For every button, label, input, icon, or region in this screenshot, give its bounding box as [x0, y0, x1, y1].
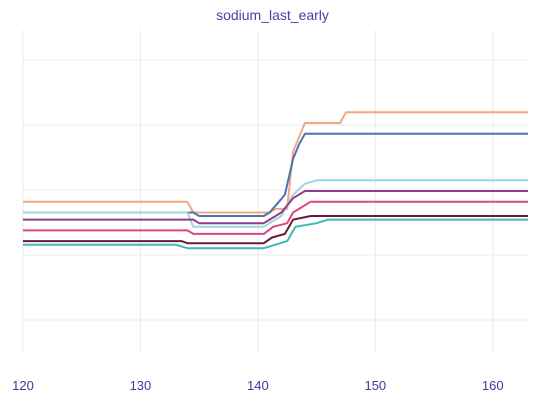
series-line-6: [23, 215, 528, 245]
series-line-4: [23, 190, 528, 225]
x-tick-label: 120: [12, 378, 34, 393]
chart-title: sodium_last_early: [216, 7, 329, 23]
series-line-2: [23, 132, 528, 217]
x-tick-label: 160: [482, 378, 504, 393]
series-line-5: [23, 200, 528, 235]
series-line-1: [23, 111, 528, 214]
x-tick-label: 140: [247, 378, 269, 393]
x-axis: 120 130 140 150 160: [12, 378, 503, 393]
series-layer: [23, 111, 528, 250]
x-tick-label: 130: [130, 378, 152, 393]
x-tick-label: 150: [364, 378, 386, 393]
series-line-7: [23, 218, 528, 250]
